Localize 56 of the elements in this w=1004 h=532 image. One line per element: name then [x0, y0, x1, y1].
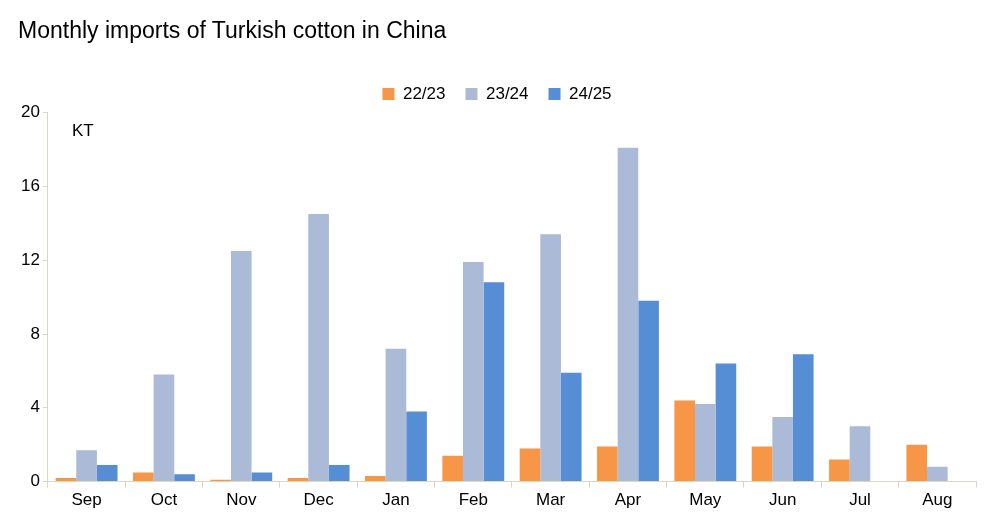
y-tick-label: 4 [30, 397, 40, 417]
chart-title: Monthly imports of Turkish cotton in China [18, 17, 447, 44]
x-tick-label: Dec [303, 490, 335, 510]
bar [55, 477, 77, 482]
bar [406, 411, 427, 482]
bar [751, 446, 773, 482]
x-tick-label: Jun [768, 490, 797, 510]
bar [638, 300, 659, 482]
annotation: KT [71, 120, 94, 140]
bar [96, 465, 118, 482]
bar [715, 363, 737, 482]
bar [849, 426, 871, 482]
x-tick-label: Oct [150, 490, 178, 510]
bar [76, 450, 97, 482]
bar [772, 417, 793, 482]
x-tick-label: May [689, 490, 722, 510]
bar [695, 404, 716, 482]
bar [251, 472, 273, 482]
x-tick-label: Jul [849, 490, 871, 510]
bar [442, 455, 463, 482]
bar [927, 466, 948, 482]
bar [560, 372, 582, 482]
x-tick-label: Mar [535, 490, 566, 510]
bar [597, 446, 618, 482]
bar [483, 282, 505, 482]
bar [519, 448, 541, 482]
bar [308, 214, 329, 482]
bar [792, 354, 814, 482]
bar [365, 476, 386, 482]
x-tick-label: Nov [226, 490, 257, 510]
y-tick-label: 12 [20, 249, 40, 269]
bar [132, 472, 154, 482]
x-tick-label: Apr [614, 490, 642, 510]
x-tick-label: Aug [922, 490, 953, 510]
bar [674, 400, 695, 482]
bar [174, 474, 195, 482]
bar [906, 444, 928, 482]
bar [230, 250, 252, 482]
bar [617, 147, 639, 482]
bar [462, 262, 484, 482]
legend-label: 24/25 [569, 83, 612, 103]
bar [540, 234, 561, 482]
y-tick-label: 8 [30, 323, 40, 343]
y-tick-label: 0 [30, 471, 40, 491]
x-tick-label: Feb [458, 490, 488, 510]
bar [287, 477, 309, 482]
y-tick-label: 20 [20, 102, 40, 122]
bar [153, 374, 175, 482]
legend-label: 22/23 [402, 83, 446, 103]
x-tick-label: Jan [382, 490, 410, 510]
bar [328, 465, 350, 482]
x-tick-label: Sep [71, 490, 102, 510]
bar [385, 348, 407, 482]
legend-label: 23/24 [485, 83, 529, 103]
y-tick-label: 16 [20, 176, 40, 196]
bar [829, 459, 850, 482]
